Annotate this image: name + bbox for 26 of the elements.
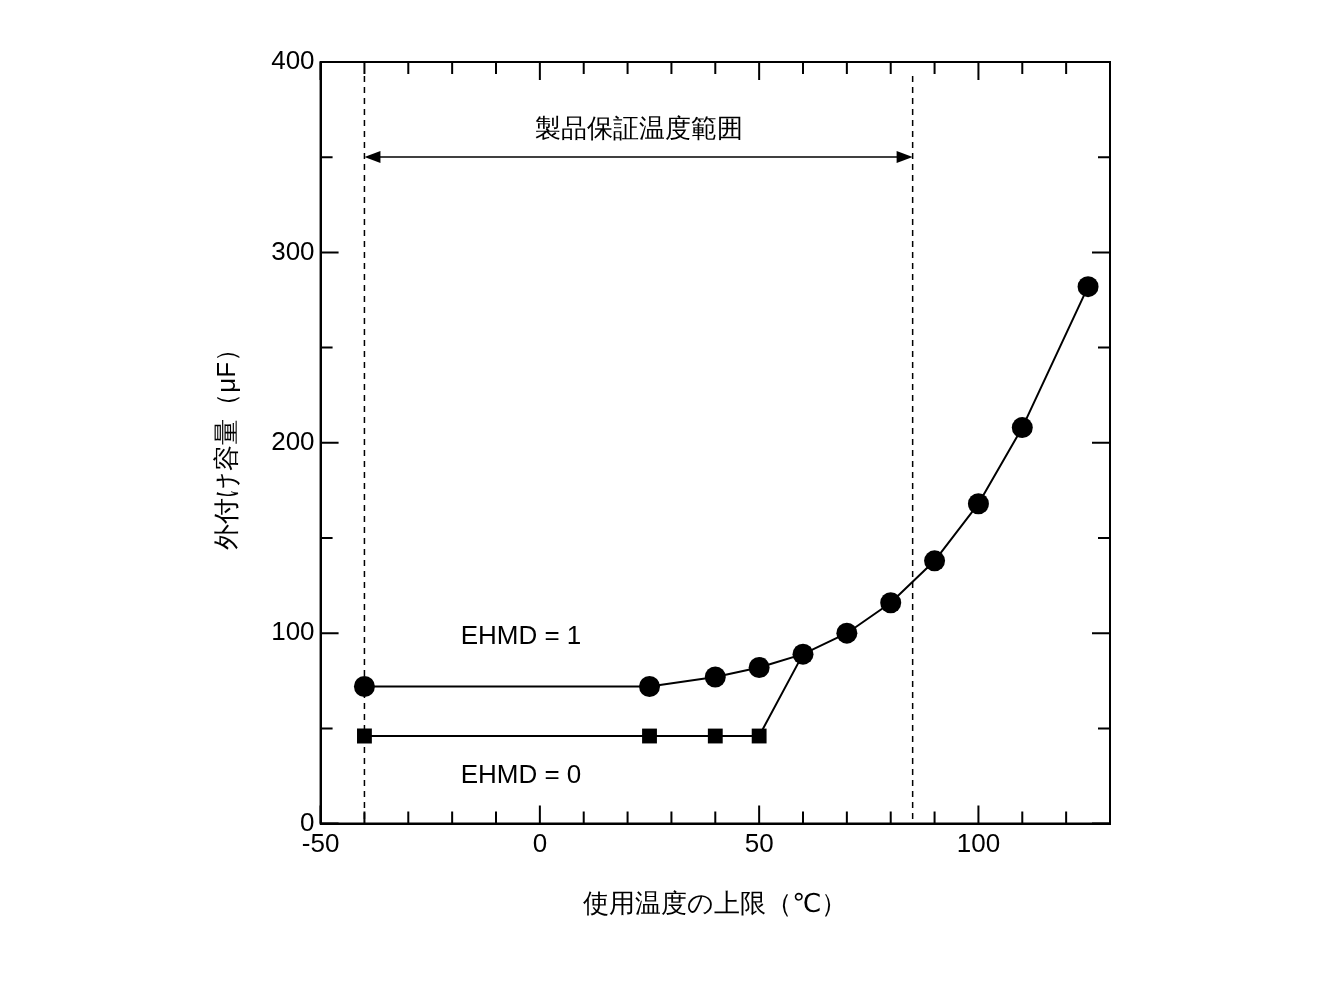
point xyxy=(748,656,770,678)
point xyxy=(642,728,657,744)
y-axis-title: 外付け容量（μF） xyxy=(210,335,241,550)
y-tick-label: 300 xyxy=(271,235,315,266)
point xyxy=(639,676,661,698)
x-tick-label: 100 xyxy=(956,828,1001,859)
point xyxy=(836,622,858,644)
point xyxy=(353,676,375,698)
point xyxy=(357,728,372,744)
series-label: EHMD = 1 xyxy=(460,619,582,650)
point xyxy=(924,550,946,572)
annotation: 製品保証温度範囲 xyxy=(534,113,743,144)
point xyxy=(1077,276,1099,298)
point xyxy=(1011,417,1033,439)
point xyxy=(967,493,989,515)
point xyxy=(704,666,726,688)
point xyxy=(707,728,723,744)
series-label: EHMD = 0 xyxy=(460,759,582,790)
x-tick-label: 0 xyxy=(532,828,548,859)
x-tick-label: 50 xyxy=(744,828,774,859)
y-tick-label: 200 xyxy=(271,425,315,456)
y-tick-label: 100 xyxy=(271,616,315,647)
y-tick-label: 400 xyxy=(271,45,315,76)
x-axis-title: 使用温度の上限（℃） xyxy=(583,887,848,918)
point xyxy=(880,592,902,614)
point xyxy=(751,728,767,744)
